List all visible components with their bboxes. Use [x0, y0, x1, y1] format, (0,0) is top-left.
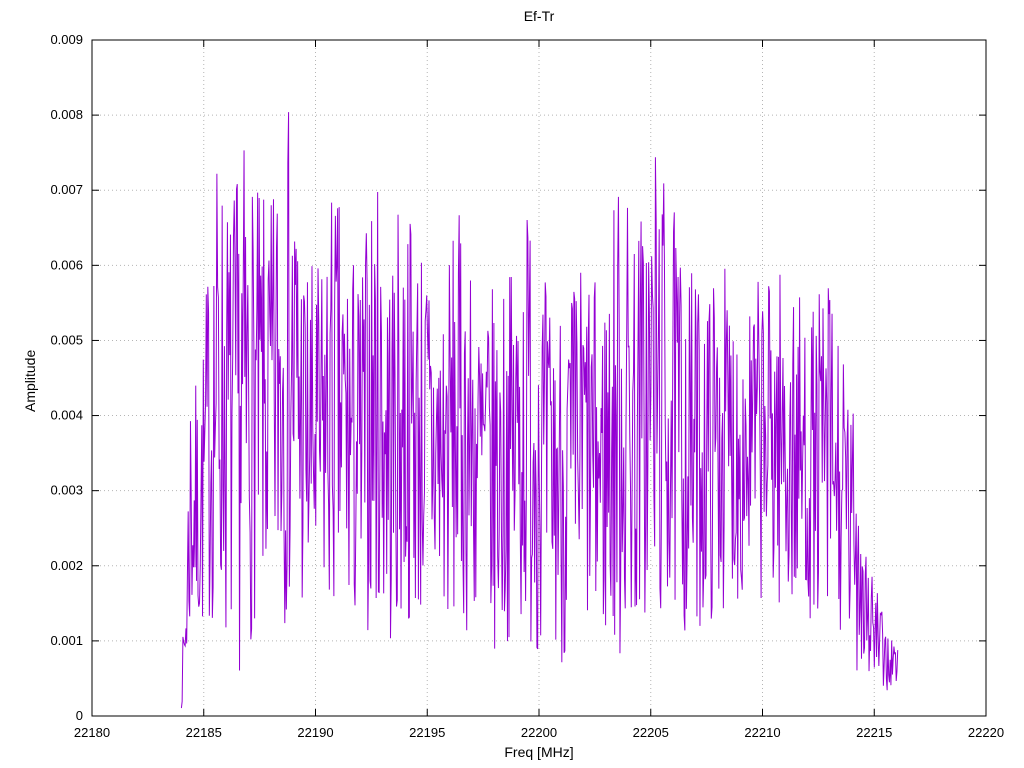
x-tick-label: 22195 [409, 725, 445, 740]
x-tick-label: 22220 [968, 725, 1004, 740]
x-tick-label: 22190 [297, 725, 333, 740]
x-tick-label: 22205 [633, 725, 669, 740]
y-tick-label: 0.009 [50, 32, 83, 47]
chart-title: Ef-Tr [523, 8, 555, 24]
y-tick-label: 0.002 [50, 558, 83, 573]
x-tick-label: 22215 [856, 725, 892, 740]
y-tick-label: 0.006 [50, 257, 83, 272]
x-tick-label: 22185 [186, 725, 222, 740]
y-tick-label: 0.001 [50, 633, 83, 648]
y-tick-label: 0.007 [50, 182, 83, 197]
y-tick-label: 0.005 [50, 332, 83, 347]
y-tick-label: 0 [76, 708, 83, 723]
x-tick-label: 22200 [521, 725, 557, 740]
x-tick-label: 22180 [74, 725, 110, 740]
axes [91, 39, 987, 717]
y-tick-label: 0.003 [50, 483, 83, 498]
x-tick-label: 22210 [744, 725, 780, 740]
y-tick-label: 0.008 [50, 107, 83, 122]
tick-labels: 22180 22185 22190 22195 22200 22205 22210 22215… [50, 32, 1004, 740]
y-tick-label: 0.004 [50, 408, 83, 423]
x-axis-label: Freq [MHz] [504, 744, 574, 760]
series-line [180, 112, 899, 709]
